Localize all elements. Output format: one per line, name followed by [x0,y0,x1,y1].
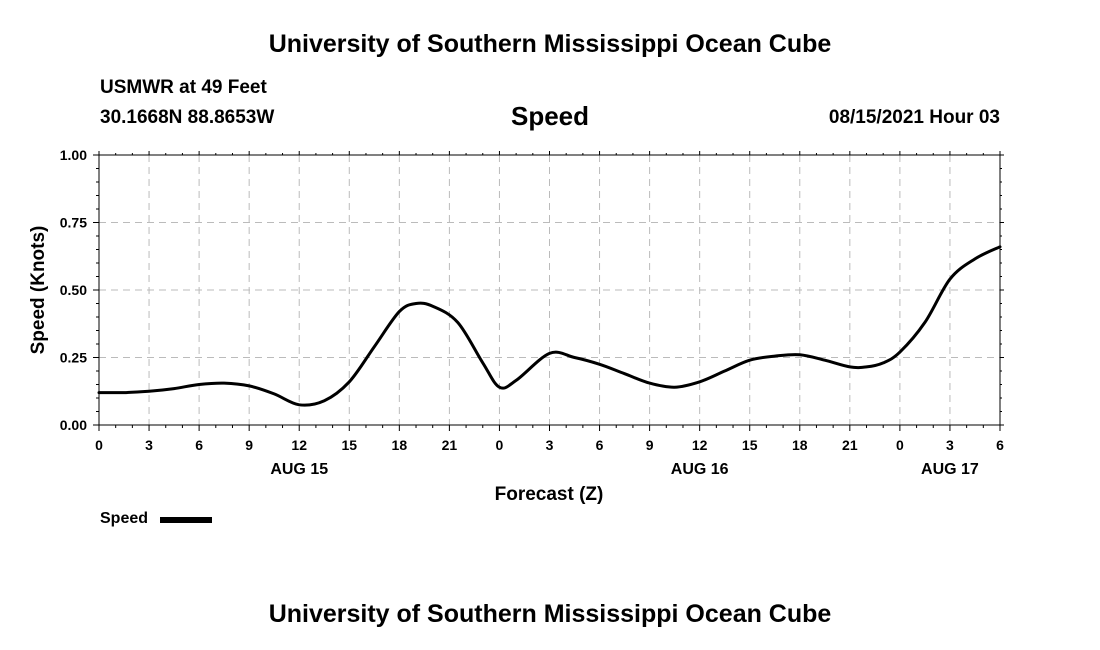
x-tick-label: 21 [442,437,458,453]
chart-footer-title: University of Southern Mississippi Ocean… [268,600,832,628]
y-tick-label: 0.50 [60,282,87,298]
x-tick-label: 12 [291,437,307,453]
issue-datetime: 08/15/2021 Hour 03 [828,107,1000,128]
y-tick-label: 0.00 [60,417,87,433]
x-tick-label: 15 [341,437,357,453]
date-label: AUG 17 [921,461,979,478]
x-tick-label: 6 [195,437,203,453]
x-tick-label: 3 [145,437,153,453]
y-axis-label: Speed (Knots) [28,226,49,355]
chart-header-title: University of Southern Mississippi Ocean… [268,30,832,58]
station-coordinates: 30.1668N 88.8653W [100,107,275,128]
legend-label: Speed [100,510,149,527]
x-axis-label: Forecast (Z) [495,484,604,505]
x-tick-label: 12 [692,437,708,453]
chart-grid [99,155,1000,425]
station-label: USMWR at 49 Feet [100,77,267,98]
x-tick-label: 3 [946,437,954,453]
y-tick-label: 0.75 [60,215,87,231]
x-tick-label: 0 [95,437,103,453]
y-tick-label: 1.00 [60,147,87,163]
speed-series-line [97,245,1002,407]
date-label: AUG 15 [270,461,328,478]
legend-swatch [160,517,212,523]
chart-title: Speed [510,101,590,131]
x-tick-label: 18 [792,437,808,453]
x-tick-label: 9 [646,437,654,453]
x-tick-label: 6 [596,437,604,453]
x-tick-label: 9 [245,437,253,453]
y-tick-labels: 0.00 0.25 0.50 0.75 1.00 [60,147,87,433]
x-tick-labels: 0 3 6 9 12 15 18 21 0 3 6 9 12 15 18 21 0 3 6 [95,437,1004,453]
x-tick-label: 0 [896,437,904,453]
date-label: AUG 16 [671,461,729,478]
x-tick-label: 3 [546,437,554,453]
x-tick-label: 6 [996,437,1004,453]
x-tick-label: 0 [496,437,504,453]
x-tick-label: 21 [842,437,858,453]
x-tick-label: 18 [392,437,408,453]
x-tick-label: 15 [742,437,758,453]
y-tick-label: 0.25 [60,350,87,366]
date-labels: AUG 15 AUG 16 AUG 17 [270,461,979,478]
plot-frame [98,154,1001,426]
chart-ticks [93,151,1004,431]
chart-series [97,245,1002,407]
